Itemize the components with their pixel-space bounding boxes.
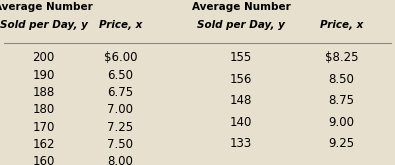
Text: 6.75: 6.75 bbox=[107, 86, 134, 99]
Text: $8.25: $8.25 bbox=[325, 51, 358, 64]
Text: 8.50: 8.50 bbox=[329, 73, 355, 86]
Text: 9.00: 9.00 bbox=[329, 116, 355, 129]
Text: Sold per Day, y: Sold per Day, y bbox=[0, 20, 87, 30]
Text: 162: 162 bbox=[32, 138, 55, 151]
Text: $6.00: $6.00 bbox=[104, 51, 137, 64]
Text: Price, x: Price, x bbox=[320, 20, 363, 30]
Text: 160: 160 bbox=[32, 155, 55, 165]
Text: Price, x: Price, x bbox=[99, 20, 142, 30]
Text: 8.00: 8.00 bbox=[107, 155, 134, 165]
Text: 7.50: 7.50 bbox=[107, 138, 134, 151]
Text: 8.75: 8.75 bbox=[329, 94, 355, 107]
Text: Average Number: Average Number bbox=[192, 1, 290, 12]
Text: 7.00: 7.00 bbox=[107, 103, 134, 116]
Text: 7.25: 7.25 bbox=[107, 121, 134, 133]
Text: 156: 156 bbox=[230, 73, 252, 86]
Text: 148: 148 bbox=[230, 94, 252, 107]
Text: 170: 170 bbox=[32, 121, 55, 133]
Text: 133: 133 bbox=[230, 137, 252, 150]
Text: 190: 190 bbox=[32, 69, 55, 82]
Text: Average Number: Average Number bbox=[0, 1, 93, 12]
Text: 140: 140 bbox=[230, 116, 252, 129]
Text: 200: 200 bbox=[32, 51, 55, 64]
Text: 155: 155 bbox=[230, 51, 252, 64]
Text: 9.25: 9.25 bbox=[329, 137, 355, 150]
Text: 180: 180 bbox=[32, 103, 55, 116]
Text: Sold per Day, y: Sold per Day, y bbox=[197, 20, 285, 30]
Text: 6.50: 6.50 bbox=[107, 69, 134, 82]
Text: 188: 188 bbox=[32, 86, 55, 99]
